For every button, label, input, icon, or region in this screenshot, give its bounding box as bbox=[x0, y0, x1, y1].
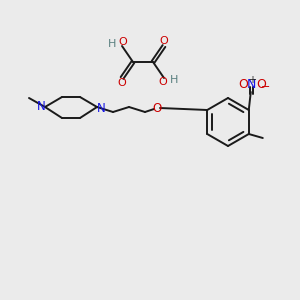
Text: O: O bbox=[160, 36, 168, 46]
Text: O: O bbox=[152, 101, 162, 115]
Text: N: N bbox=[247, 79, 256, 92]
Text: O: O bbox=[238, 79, 248, 92]
Text: O: O bbox=[118, 37, 127, 47]
Text: H: H bbox=[108, 39, 116, 49]
Text: O: O bbox=[118, 78, 126, 88]
Text: −: − bbox=[261, 82, 271, 92]
Text: +: + bbox=[248, 75, 256, 85]
Text: O: O bbox=[256, 79, 266, 92]
Text: N: N bbox=[37, 100, 45, 112]
Text: O: O bbox=[159, 77, 167, 87]
Text: N: N bbox=[97, 101, 105, 115]
Text: H: H bbox=[170, 75, 178, 85]
